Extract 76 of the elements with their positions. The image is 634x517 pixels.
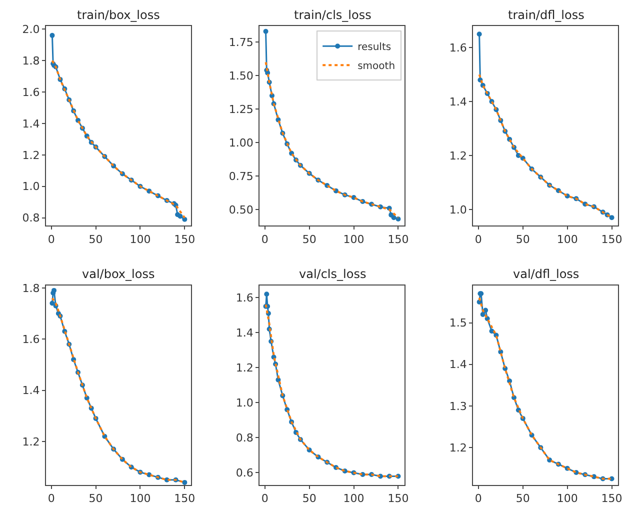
- chart-title: val/dfl_loss: [513, 267, 580, 281]
- legend-label: results: [358, 42, 392, 53]
- y-tick-label: 1.00: [228, 136, 254, 150]
- x-tick-label: 150: [174, 232, 196, 246]
- y-tick-label: 1.75: [228, 36, 254, 49]
- point: [182, 216, 188, 222]
- x-tick-label: 50: [516, 492, 530, 506]
- legend-label: smooth: [358, 60, 396, 72]
- chart-title: train/dfl_loss: [508, 8, 584, 22]
- y-tick-label: 1.0: [449, 203, 467, 216]
- x-tick-label: 0: [261, 492, 268, 506]
- y-tick-label: 1.3: [449, 400, 467, 413]
- point: [52, 288, 56, 293]
- point: [264, 292, 270, 297]
- y-tick-label: 1.25: [228, 102, 254, 116]
- y-tick-label: 1.50: [228, 69, 254, 82]
- point: [391, 215, 396, 220]
- x-tick-label: 150: [388, 232, 409, 246]
- y-tick-label: 1.4: [22, 384, 40, 398]
- x-tick-label: 150: [601, 232, 622, 246]
- y-tick-label: 1.6: [22, 86, 40, 99]
- y-tick-label: 1.4: [449, 358, 467, 372]
- x-tick-label: 0: [48, 232, 55, 246]
- y-tick-label: 1.4: [449, 95, 467, 108]
- x-tick-label: 0: [261, 232, 268, 246]
- y-tick-label: 0.6: [236, 466, 254, 480]
- point: [609, 215, 614, 220]
- y-tick-label: 1.2: [236, 362, 254, 375]
- x-tick-label: 50: [302, 492, 316, 506]
- y-tick-label: 1.2: [449, 149, 467, 162]
- y-tick-label: 0.50: [228, 203, 254, 216]
- y-tick-label: 2.0: [22, 22, 40, 36]
- y-tick-label: 1.2: [22, 148, 40, 162]
- chart-title: val/cls_loss: [299, 267, 366, 281]
- point: [50, 32, 55, 38]
- y-tick-label: 1.6: [449, 41, 467, 54]
- point: [396, 216, 401, 222]
- x-tick-label: 100: [130, 232, 151, 246]
- x-tick-label: 0: [48, 492, 55, 506]
- x-tick-label: 50: [88, 232, 103, 246]
- y-tick-label: 0.8: [236, 432, 254, 445]
- y-tick-label: 0.8: [22, 212, 40, 225]
- y-tick-label: 0.75: [228, 170, 254, 183]
- x-tick-label: 50: [88, 492, 103, 506]
- x-tick-label: 50: [302, 232, 316, 246]
- y-tick-label: 1.8: [22, 54, 40, 68]
- y-tick-label: 1.4: [22, 117, 40, 130]
- x-tick-label: 100: [343, 492, 364, 506]
- point: [178, 214, 183, 219]
- x-tick-label: 50: [516, 232, 530, 246]
- x-tick-label: 0: [474, 232, 482, 246]
- x-tick-label: 0: [474, 492, 482, 506]
- chart-title: val/box_loss: [82, 267, 155, 281]
- y-tick-label: 1.0: [236, 396, 254, 410]
- chart-title: train/cls_loss: [294, 8, 372, 22]
- x-tick-label: 100: [343, 232, 364, 246]
- x-tick-label: 100: [130, 492, 151, 506]
- x-tick-label: 100: [556, 492, 578, 506]
- y-tick-label: 1.0: [22, 180, 40, 194]
- y-tick-label: 1.6: [22, 332, 40, 346]
- y-tick-label: 1.6: [236, 291, 254, 304]
- point: [476, 32, 482, 37]
- point: [263, 28, 268, 34]
- x-tick-label: 150: [174, 492, 196, 506]
- x-tick-label: 150: [388, 492, 409, 506]
- chart-title: train/box_loss: [77, 8, 160, 22]
- y-tick-label: 1.4: [236, 326, 254, 340]
- point: [182, 480, 188, 485]
- x-tick-label: 150: [601, 492, 622, 506]
- y-tick-label: 1.8: [22, 282, 40, 295]
- y-tick-label: 1.2: [449, 441, 467, 454]
- line-series: [478, 74, 613, 219]
- y-tick-label: 1.5: [449, 316, 467, 330]
- x-tick-label: 100: [556, 232, 578, 246]
- y-tick-label: 1.2: [22, 435, 40, 448]
- point: [480, 312, 486, 317]
